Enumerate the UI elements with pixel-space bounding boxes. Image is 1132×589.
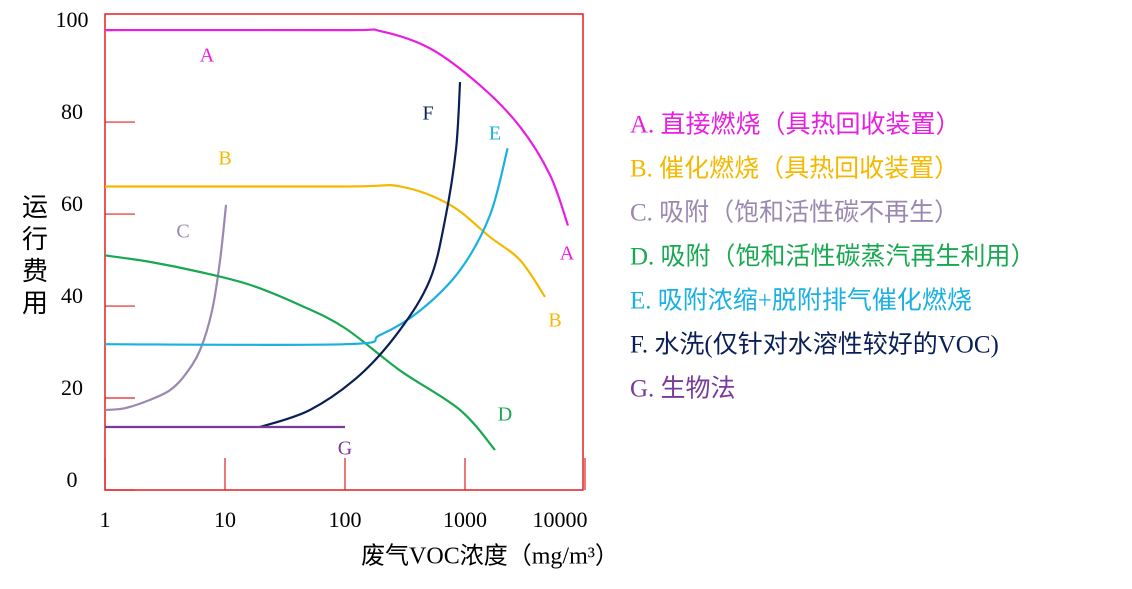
x-tick-label: 1000 <box>443 507 487 532</box>
series-line <box>104 28 570 226</box>
curve-label: A <box>200 45 215 67</box>
y-axis-label: 行 <box>22 225 48 254</box>
x-tick-label: 10 <box>214 507 236 532</box>
curve-label: B <box>548 310 561 332</box>
series-line <box>104 254 496 451</box>
curve-label: E <box>489 123 501 145</box>
y-axis-label: 费 <box>22 257 48 286</box>
y-tick-label: 80 <box>61 99 83 124</box>
x-tick-label: 10000 <box>533 507 588 532</box>
legend-entry: D. 吸附（饱和活性碳蒸汽再生利用） <box>630 243 1036 271</box>
legend-entry: F. 水洗(仅针对水溶性较好的VOC) <box>630 331 999 359</box>
x-tick-label: 100 <box>329 507 362 532</box>
series-line <box>259 81 462 429</box>
series-line <box>104 148 509 346</box>
legend-entry: B. 催化燃烧（具热回收装置） <box>630 155 959 183</box>
y-axis-label: 运 <box>22 193 48 222</box>
x-axis-label: 废气VOC浓度（mg/m³） <box>361 543 619 570</box>
y-tick-label: 20 <box>61 375 83 400</box>
series-line <box>105 184 546 298</box>
y-tick-label: 100 <box>56 7 89 32</box>
y-axis-label: 用 <box>22 289 48 318</box>
series-line <box>104 204 228 412</box>
y-tick-label: 60 <box>61 191 83 216</box>
plot-frame <box>104 13 584 491</box>
curve-label: C <box>176 221 189 243</box>
curve-label: D <box>498 404 512 426</box>
legend-entry: G. 生物法 <box>630 375 736 403</box>
legend-entry: A. 直接燃烧（具热回收装置） <box>630 111 961 139</box>
curve-label: G <box>338 438 352 460</box>
curve-label: B <box>218 148 231 170</box>
legend-entry: E. 吸附浓缩+脱附排气催化燃烧 <box>630 287 972 315</box>
x-tick-label: 1 <box>100 507 111 532</box>
y-tick-label: 0 <box>67 467 78 492</box>
curve-label: A <box>560 243 575 265</box>
curve-label: F <box>422 103 433 125</box>
y-tick-label: 40 <box>61 283 83 308</box>
legend-entry: C. 吸附（饱和活性碳不再生） <box>630 199 959 227</box>
